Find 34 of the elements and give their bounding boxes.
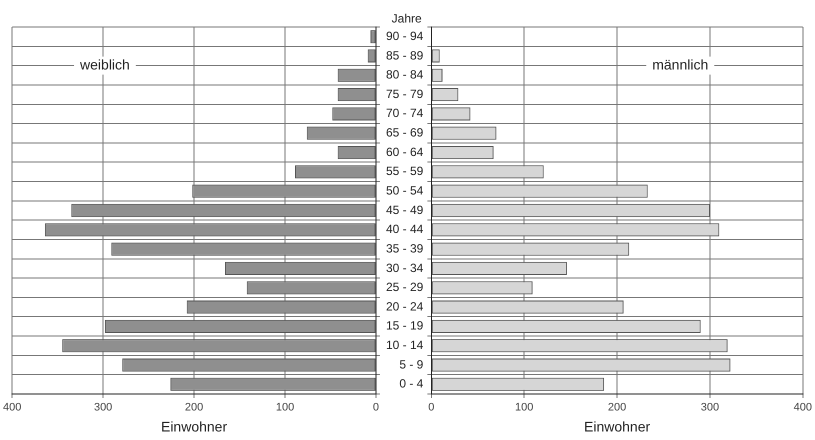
y-tick-label: 85 - 89 (386, 48, 424, 62)
y-tick-label: 45 - 49 (386, 202, 424, 217)
y-tick-label: 60 - 64 (386, 144, 424, 159)
x-tick-label: 200 (184, 402, 204, 414)
y-tick-label: 15 - 19 (386, 318, 424, 333)
x-tick-label: 300 (94, 402, 112, 414)
y-axis-title: Jahre (392, 11, 422, 26)
annotation: weiblich (79, 56, 130, 72)
y-tick-label: 30 - 34 (386, 260, 424, 275)
x-axis-title: Einwohner (584, 418, 651, 434)
y-tick-label: 5 - 9 (399, 357, 424, 372)
x-tick-label: 0 (428, 402, 434, 414)
x-tick-label: 100 (276, 402, 294, 414)
annotation: männlich (652, 56, 708, 72)
y-tick-label: 25 - 29 (386, 280, 424, 294)
y-tick-label: 40 - 44 (386, 222, 424, 236)
x-tick-label: 0 (372, 402, 380, 414)
y-tick-label: 70 - 74 (386, 106, 424, 120)
y-tick-label: 50 - 54 (386, 183, 424, 198)
y-tick-label: 55 - 59 (386, 164, 424, 178)
y-tick-label: 0 - 4 (399, 376, 424, 391)
y-tick-label: 65 - 69 (386, 126, 424, 140)
x-tick-label: 100 (515, 402, 534, 414)
y-tick-label: 90 - 94 (386, 28, 424, 43)
y-tick-label: 80 - 84 (386, 68, 424, 82)
y-tick-label: 10 - 14 (386, 338, 424, 352)
y-tick-label: 20 - 24 (386, 299, 424, 314)
y-tick-label: 35 - 39 (386, 241, 424, 256)
x-axis-title: Einwohner (160, 418, 228, 434)
x-tick-label: 300 (700, 402, 720, 414)
x-tick-label: 200 (608, 402, 626, 414)
x-tick-label: 400 (794, 402, 812, 414)
x-tick-label: 400 (2, 402, 22, 414)
y-tick-label: 75 - 79 (386, 86, 424, 101)
